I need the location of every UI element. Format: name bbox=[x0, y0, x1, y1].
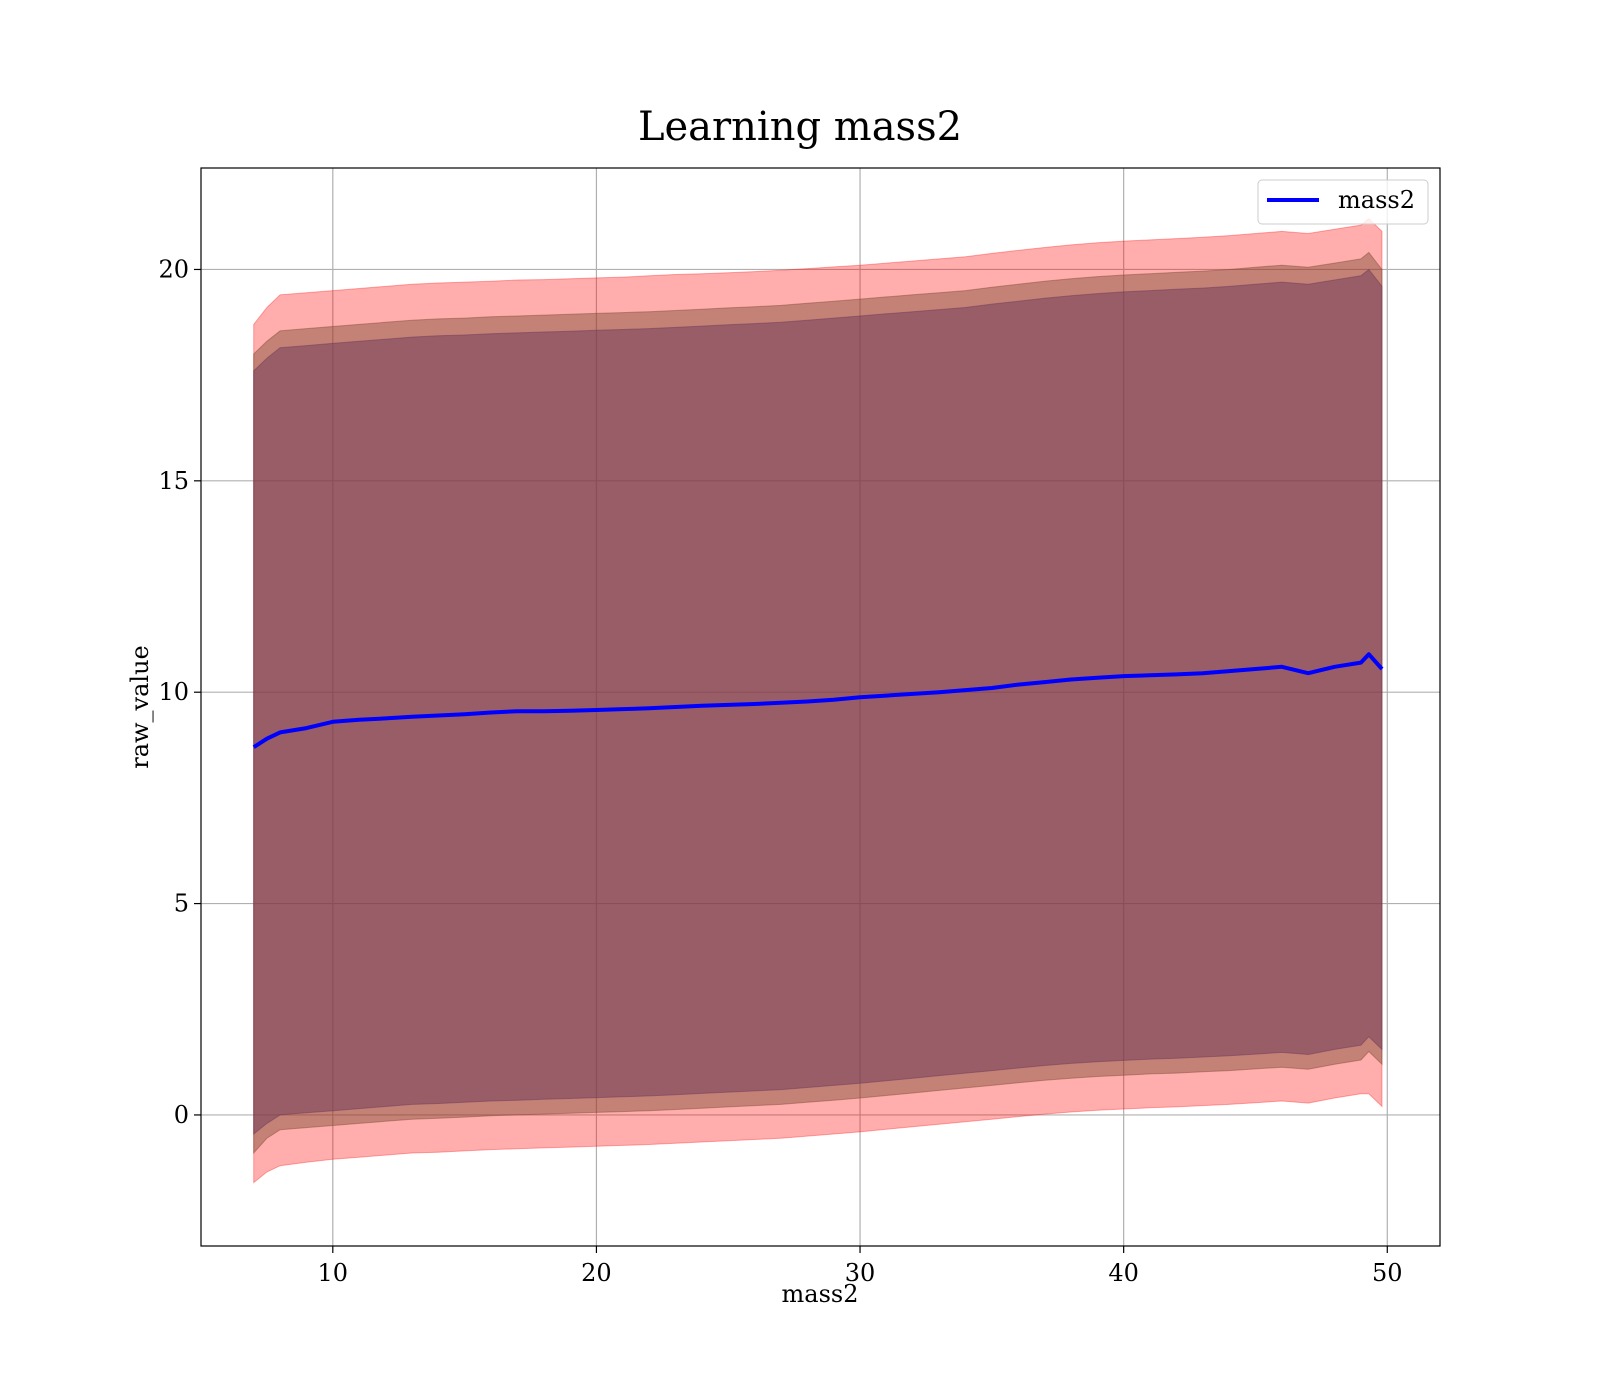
legend-box bbox=[1257, 179, 1429, 225]
y-tick-label: 0 bbox=[174, 1101, 189, 1129]
y-axis-label: raw_value bbox=[126, 645, 154, 769]
y-tick-label: 5 bbox=[174, 890, 189, 918]
chart-title: Learning mass2 bbox=[638, 104, 962, 150]
series-lines bbox=[252, 652, 1384, 749]
x-tick-label: 10 bbox=[318, 1259, 349, 1287]
plot-area bbox=[200, 167, 1441, 1247]
legend: mass2 bbox=[1257, 179, 1429, 225]
x-axis-ticks: 10 20 30 40 50 bbox=[318, 1246, 1403, 1287]
x-tick-label: 50 bbox=[1372, 1259, 1403, 1287]
y-axis-ticks: 0 5 10 15 20 bbox=[158, 255, 201, 1129]
x-axis-label: mass2 bbox=[782, 1280, 859, 1308]
y-tick-label: 10 bbox=[158, 678, 189, 706]
x-tick-label: 40 bbox=[1108, 1259, 1139, 1287]
series-line-mass2 bbox=[252, 652, 1384, 749]
x-tick-label: 20 bbox=[581, 1259, 612, 1287]
x-tick-label: 30 bbox=[845, 1259, 876, 1287]
legend-label: mass2 bbox=[1338, 186, 1415, 214]
y-tick-label: 15 bbox=[158, 467, 189, 495]
y-tick-label: 20 bbox=[158, 255, 189, 283]
plot-frame bbox=[200, 167, 1441, 1247]
